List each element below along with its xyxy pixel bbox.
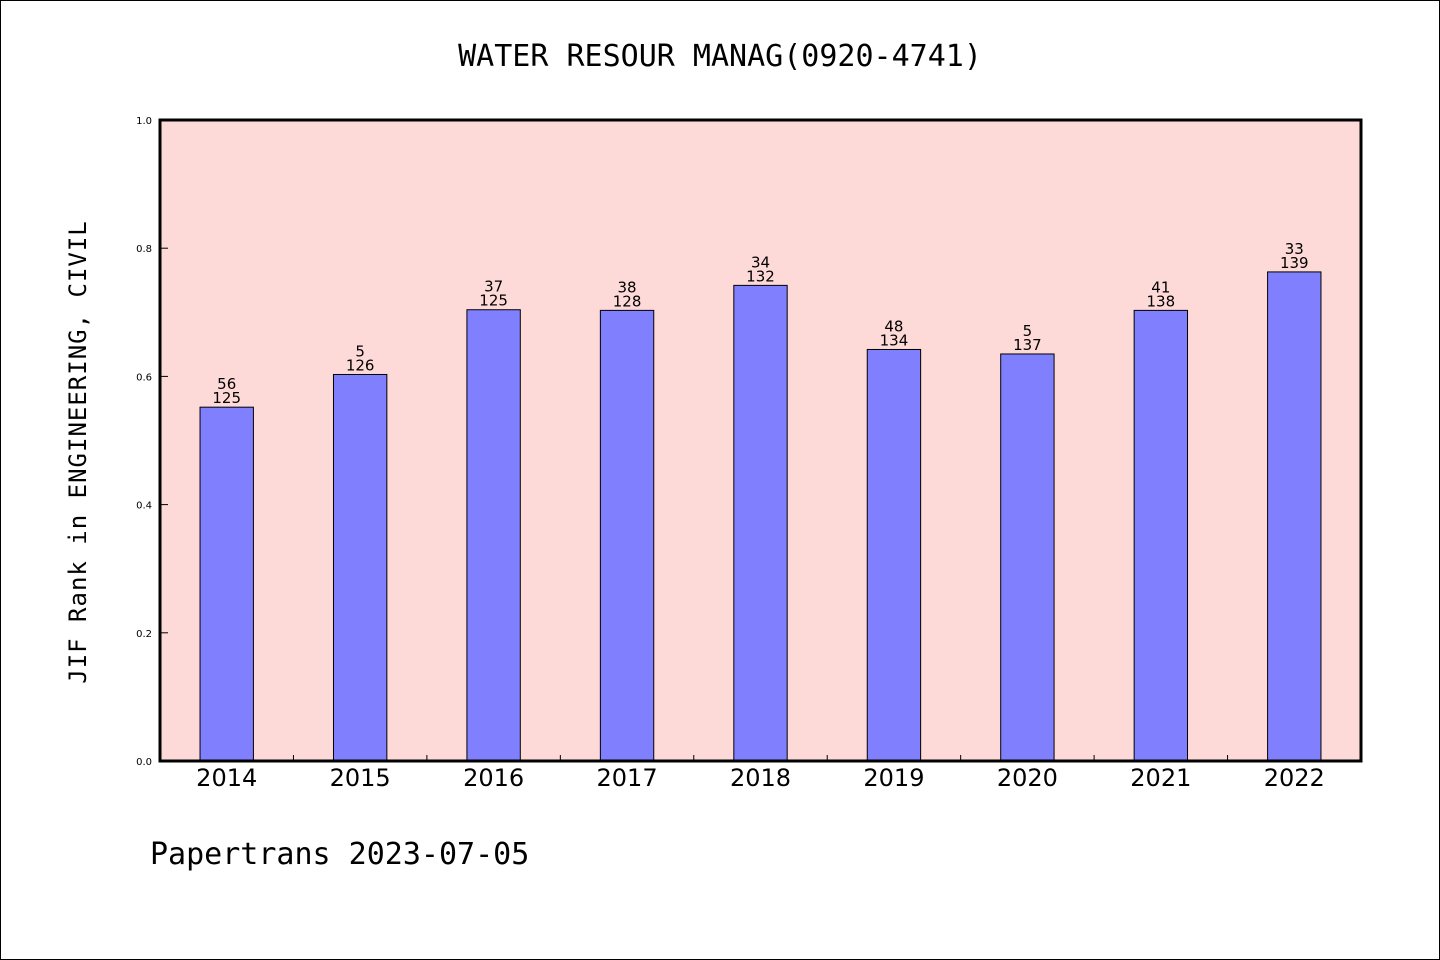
- x-tick-label: 2020: [997, 764, 1058, 792]
- bar-2020: [1000, 353, 1055, 762]
- bar-total-label: 134: [880, 331, 909, 349]
- bar-rank-label: 41: [1151, 278, 1170, 296]
- x-tick-label: 2021: [1130, 764, 1191, 792]
- y-tick-label: 0.8: [136, 244, 152, 255]
- bar-2018: [733, 284, 788, 762]
- x-tick-label: 2019: [863, 764, 924, 792]
- x-tick-label: 2017: [597, 764, 658, 792]
- bar-rank-label: 56: [217, 375, 236, 393]
- y-tick-label: 0.6: [136, 372, 152, 383]
- chart-title: WATER RESOUR MANAG(0920-4741): [458, 39, 982, 74]
- bar-2017: [599, 309, 655, 762]
- bar-total-label: 128: [613, 292, 642, 310]
- bar-total-label: 126: [346, 356, 375, 374]
- bar-2016: [466, 309, 521, 762]
- bar-total-label: 137: [1013, 336, 1042, 354]
- plot-border: [158, 118, 1363, 763]
- bar-rank-label: 37: [484, 278, 503, 296]
- bar-rank-label: 34: [751, 253, 770, 271]
- bar-total-label: 139: [1280, 254, 1309, 272]
- x-tick-label: 2016: [463, 764, 524, 792]
- y-tick-label: 0.0: [136, 757, 152, 768]
- bar-2015: [332, 373, 388, 762]
- bar-rank-label: 38: [618, 278, 637, 296]
- bar-total-label: 125: [212, 389, 241, 407]
- y-tick-label: 1.0: [136, 116, 152, 127]
- bar-rank-label: 5: [355, 342, 365, 360]
- bar-2019: [866, 348, 922, 762]
- x-tick-label: 2022: [1264, 764, 1325, 792]
- x-tick-label: 2015: [330, 764, 391, 792]
- bar-rank-label: 48: [884, 317, 903, 335]
- y-tick-label: 0.4: [136, 501, 152, 512]
- bar-2022: [1267, 271, 1322, 762]
- bar-total-label: 132: [746, 267, 775, 285]
- bar-rank-label: 5: [1023, 322, 1033, 340]
- x-tick-label: 2018: [730, 764, 791, 792]
- bar-total-label: 138: [1147, 292, 1176, 310]
- bar-rank-label: 33: [1285, 240, 1304, 258]
- y-tick-label: 0.2: [136, 629, 152, 640]
- footer-credit: Papertrans 2023-07-05: [150, 837, 529, 872]
- y-axis-label: JIF Rank in ENGINEERING, CIVIL: [64, 220, 92, 683]
- bar-2021: [1133, 309, 1189, 762]
- x-tick-label: 2014: [196, 764, 257, 792]
- bar-2014: [199, 406, 254, 762]
- bar-total-label: 125: [479, 292, 508, 310]
